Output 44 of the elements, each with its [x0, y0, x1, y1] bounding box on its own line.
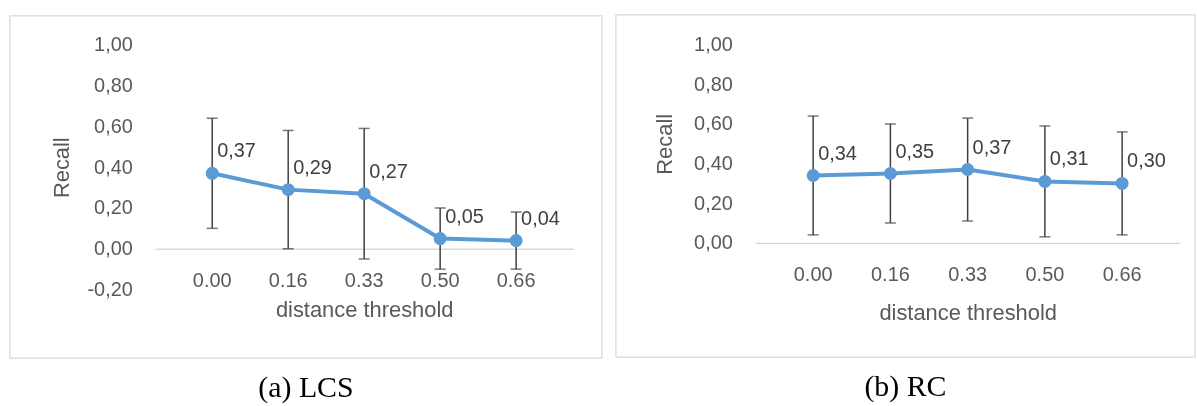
y-tick-label: 0,20: [94, 196, 133, 219]
x-tick-label: 0.50: [420, 269, 460, 292]
text: (a) LCS: [258, 369, 354, 404]
data-label: 0,35: [895, 139, 935, 162]
data-label: 0,31: [1049, 147, 1089, 170]
y-tick-label: 0,80: [94, 74, 133, 97]
point: [281, 183, 295, 197]
x-tick-label: 0.33: [344, 269, 384, 292]
x-tick-label: 0.00: [192, 269, 232, 292]
y-tick-label: 0,00: [94, 237, 133, 260]
data-label: 0,37: [217, 139, 256, 162]
point: [205, 166, 219, 180]
y-tick-label: 0,00: [694, 231, 733, 254]
y-tick-label: 0,40: [94, 155, 133, 178]
y-tick-label: 0,40: [694, 152, 733, 175]
data-label: 0,29: [293, 155, 332, 178]
x-tick-label: 0.66: [496, 269, 536, 292]
point: [357, 187, 371, 201]
data-label: 0,04: [521, 206, 560, 229]
y-tick-label: 1,00: [94, 33, 133, 56]
x-tick-label: 0.16: [871, 263, 910, 286]
x-tick-label: 0.33: [948, 263, 988, 286]
y-tick-label: -0,20: [87, 278, 133, 301]
y-axis-title: Recall: [48, 137, 74, 199]
x-tick-label: 0.00: [793, 263, 833, 286]
point: [433, 232, 447, 246]
y-tick-label: 0,60: [694, 112, 733, 135]
x-tick-label: 0.16: [268, 269, 308, 292]
x-axis-title: distance threshold: [879, 299, 1057, 325]
y-axis-title: Recall: [652, 113, 678, 175]
x-tick-label: 0.66: [1102, 263, 1142, 286]
data-label: 0,27: [369, 159, 408, 182]
data-label: 0,34: [818, 141, 857, 164]
y-tick-label: 0,20: [694, 191, 733, 214]
y-tick-label: 0,80: [694, 72, 733, 95]
y-tick-label: 0,60: [94, 114, 133, 137]
x-tick-label: 0.50: [1025, 263, 1065, 286]
text: (b) RC: [864, 368, 947, 403]
point: [509, 234, 523, 248]
x-axis-title: distance threshold: [275, 296, 454, 322]
data-label: 0,30: [1127, 149, 1166, 172]
data-label: 0,05: [445, 204, 484, 227]
data-label: 0,37: [972, 135, 1012, 158]
y-tick-label: 1,00: [694, 33, 733, 56]
